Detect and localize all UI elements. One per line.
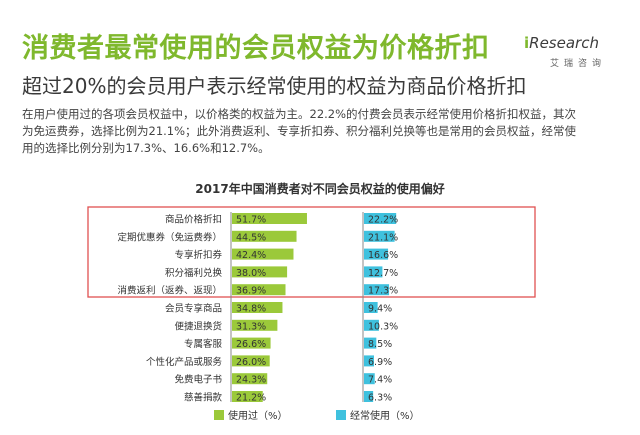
bar-used xyxy=(232,302,283,313)
data-label-often: 6.9% xyxy=(368,357,392,368)
bar-often xyxy=(364,230,395,242)
logo-text: iResearch xyxy=(524,34,599,52)
data-label-used: 21.2% xyxy=(236,393,266,404)
category-label: 专属客服 xyxy=(184,338,223,350)
data-label-used: 34.8% xyxy=(236,304,266,315)
bar-often xyxy=(364,319,379,331)
legend-label-used: 使用过（%） xyxy=(228,409,288,422)
data-label-often: 8.5% xyxy=(368,339,392,350)
bar-used xyxy=(232,248,294,260)
data-label-used: 26.0% xyxy=(236,357,266,368)
legend-swatch-often xyxy=(336,410,346,420)
iresearch-logo: iResearch 艾瑞咨询 xyxy=(524,34,624,74)
category-label: 定期优惠券（免运费券） xyxy=(117,231,222,243)
bar-used xyxy=(232,355,270,367)
bar-used xyxy=(232,391,263,402)
bar-used xyxy=(232,213,307,224)
data-label-used: 51.7% xyxy=(236,215,266,226)
page-title: 消费者最常使用的会员权益为价格折扣 xyxy=(22,33,490,64)
description-text: 在用户使用过的各项会员权益中，以价格类的权益为主。22.2%的付费会员表示经常使… xyxy=(22,107,577,155)
bar-often xyxy=(364,355,375,367)
data-label-often: 10.3% xyxy=(368,321,398,332)
data-label-often: 21.1% xyxy=(368,232,398,243)
logo-subtext: 艾瑞咨询 xyxy=(550,59,607,69)
data-label-often: 7.4% xyxy=(368,375,392,386)
category-label: 免费电子书 xyxy=(174,374,222,386)
bar-used xyxy=(232,373,268,385)
category-label: 商品价格折扣 xyxy=(165,214,222,226)
bar-often xyxy=(364,284,390,296)
category-label: 慈善捐款 xyxy=(184,392,223,404)
category-label: 会员专享商品 xyxy=(165,303,222,315)
bar-used xyxy=(232,319,278,331)
highlight-box xyxy=(87,206,536,298)
data-label-used: 38.0% xyxy=(236,268,266,279)
legend-swatch-used xyxy=(214,410,224,420)
category-label: 专享折扣券 xyxy=(174,249,222,261)
bar-often xyxy=(364,391,374,402)
data-label-often: 12.7% xyxy=(368,268,398,279)
data-label-often: 6.3% xyxy=(368,393,392,404)
chart-title: 2017年中国消费者对不同会员权益的使用偏好 xyxy=(195,181,444,196)
bar-often xyxy=(364,373,375,385)
bar-used xyxy=(232,230,297,242)
data-label-often: 9.4% xyxy=(368,304,392,315)
data-label-often: 22.2% xyxy=(368,215,398,226)
bar-often xyxy=(364,266,383,278)
page-subtitle: 超过20%的会员用户表示经常使用的权益为商品价格折扣 xyxy=(22,74,527,98)
bar-used xyxy=(232,284,286,296)
bar-often xyxy=(364,337,377,349)
data-label-used: 24.3% xyxy=(236,375,266,386)
data-label-used: 26.6% xyxy=(236,339,266,350)
bar-used xyxy=(232,337,271,349)
category-label: 个性化产品或服务 xyxy=(146,356,223,368)
data-label-often: 17.3% xyxy=(368,286,398,297)
data-label-used: 31.3% xyxy=(236,321,266,332)
category-label: 消费返利（返券、返现） xyxy=(117,285,222,297)
category-label: 便捷退换货 xyxy=(174,320,222,332)
data-label-often: 16.6% xyxy=(368,250,398,261)
bar-often xyxy=(364,213,397,224)
category-label: 积分福利兑换 xyxy=(165,267,223,279)
data-label-used: 36.9% xyxy=(236,286,266,297)
data-label-used: 44.5% xyxy=(236,232,266,243)
data-label-used: 42.4% xyxy=(236,250,266,261)
bar-often xyxy=(364,248,389,260)
bar-used xyxy=(232,266,288,278)
legend-label-often: 经常使用（%） xyxy=(350,409,420,422)
bar-often xyxy=(364,302,378,313)
